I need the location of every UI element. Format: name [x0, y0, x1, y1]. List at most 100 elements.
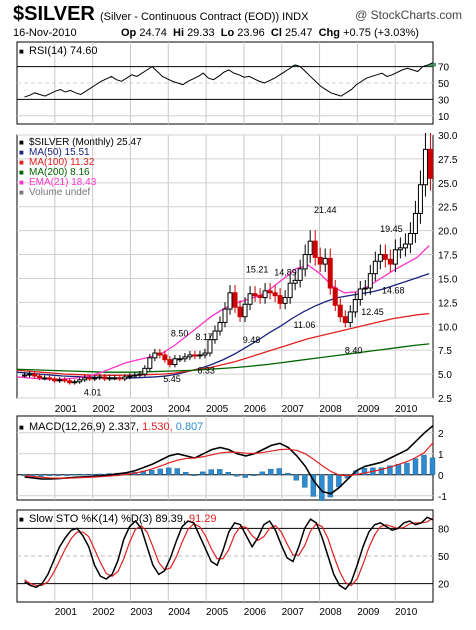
price-candle-body — [382, 254, 388, 260]
price-panel-frame — [16, 134, 434, 399]
high-label: Hi — [173, 27, 184, 39]
sto-legend-part: 89.39, — [155, 513, 189, 525]
price-candle-body — [322, 257, 328, 265]
price-legend-label: MA(200) 8.16 — [29, 167, 90, 178]
price-candle-body — [282, 297, 288, 304]
price-candle-body — [212, 330, 218, 341]
price-candle-body — [422, 148, 428, 186]
price-candle-body — [192, 354, 198, 357]
price-candle-body — [137, 373, 143, 376]
change-value: +0.75 (+3.03%) — [343, 27, 419, 39]
macd-histogram-bar — [200, 471, 206, 475]
price-ma100-line — [16, 313, 430, 376]
price-y-tick-label: 5.0 — [438, 370, 452, 381]
price-y-tick-label: 2.5 — [438, 394, 452, 405]
price-y-tick-label: 7.5 — [438, 346, 452, 357]
price-annotation-label: 9.48 — [243, 335, 261, 345]
macd-legend-part: 1.530, — [142, 421, 176, 433]
sto-legend-part: Slow STO %K(14) %D(3) — [29, 513, 155, 525]
price-annotation-label: 19.45 — [380, 224, 403, 234]
sto-x-tick-label: 2007 — [282, 607, 305, 618]
price-x-tick-label: 2002 — [93, 404, 116, 415]
price-x-tick-label: 2006 — [244, 404, 267, 415]
price-y-tick-label: 25.0 — [438, 179, 458, 190]
price-legend-label: MA(50) 15.51 — [29, 147, 90, 158]
price-x-tick-label: 2008 — [319, 404, 342, 415]
price-candle-body — [232, 292, 238, 308]
price-candle-body — [307, 240, 313, 256]
stockcharts-credit[interactable]: @ StockCharts.com — [355, 8, 462, 22]
price-candle-body — [302, 254, 308, 270]
price-candle-body — [132, 374, 138, 377]
price-candle-body — [197, 354, 203, 357]
macd-legend-swatch: ■ — [19, 423, 24, 432]
price-candle-body — [177, 358, 183, 361]
price-annotation-label: 8.40 — [345, 346, 363, 356]
sto-x-tick-label: 2010 — [395, 607, 418, 618]
price-candle-body — [357, 288, 363, 300]
price-candle-body — [27, 373, 33, 376]
price-x-tick-label: 2009 — [357, 404, 380, 415]
macd-y-tick-label: 0 — [438, 471, 444, 482]
macd-y-tick-label: -1 — [438, 492, 447, 503]
price-candle-body — [147, 357, 153, 369]
macd-histogram-bar — [217, 469, 223, 475]
rsi-y-tick-label: 10 — [438, 112, 450, 123]
change-label: Chg — [318, 27, 340, 39]
high-value: 29.33 — [187, 27, 215, 39]
sto-x-tick-label: 2002 — [93, 607, 116, 618]
price-annotation-label: 6.33 — [197, 365, 215, 375]
rsi-overbought-fill — [430, 62, 436, 67]
price-candle-body — [417, 184, 423, 214]
macd-histogram-bar — [242, 474, 249, 478]
price-legend-swatch: ■ — [19, 178, 24, 187]
price-candle-body — [82, 377, 88, 381]
price-candle-body — [172, 358, 178, 366]
macd-histogram-bar — [387, 465, 393, 475]
macd-histogram-bar — [63, 474, 70, 476]
close-value: 25.47 — [284, 27, 313, 39]
price-candle-body — [347, 311, 353, 323]
price-candle-body — [332, 287, 338, 306]
macd-signal-line — [24, 442, 434, 479]
price-candle-body — [267, 290, 273, 294]
price-candle-body — [327, 257, 333, 289]
price-x-tick-label: 2007 — [282, 404, 305, 415]
macd-y-tick-label: 2 — [438, 429, 444, 440]
symbol-title: $SILVER — [13, 3, 95, 25]
price-candle-body — [112, 377, 118, 380]
sto-x-tick-label: 2006 — [244, 607, 267, 618]
open-value: 24.74 — [139, 27, 167, 39]
sto-legend-label: Slow STO %K(14) %D(3) 89.39, 91.29 — [29, 513, 217, 525]
macd-histogram-bar — [97, 473, 104, 476]
macd-histogram-bar — [234, 474, 240, 477]
macd-histogram-bar — [166, 467, 172, 475]
price-candle-body — [97, 376, 103, 379]
price-candle-body — [352, 298, 358, 313]
price-legend-swatch: ■ — [19, 188, 24, 197]
macd-histogram-bar — [225, 472, 231, 475]
macd-legend-part: MACD(12,26,9) — [29, 421, 108, 433]
sto-x-tick-label: 2005 — [206, 607, 229, 618]
price-candle-body — [427, 148, 433, 179]
credit-text[interactable]: @ StockCharts.com — [355, 8, 462, 22]
sto-x-tick-label: 2009 — [357, 607, 380, 618]
sto-y-tick-label: 80 — [438, 524, 450, 535]
price-x-tick-label: 2004 — [168, 404, 191, 415]
price-x-tick-label: 2001 — [55, 404, 78, 415]
low-value: 23.96 — [237, 27, 265, 39]
macd-legend-part: 0.807 — [176, 421, 204, 433]
price-candle-body — [187, 354, 193, 358]
price-y-tick-label: 17.5 — [438, 251, 458, 262]
price-candle-body — [377, 254, 383, 262]
price-candle-body — [402, 243, 408, 249]
macd-histogram-bar — [285, 472, 291, 475]
symbol-description: (Silver - Continuous Contract (EOD)) IND… — [100, 11, 309, 23]
price-candle-body — [102, 376, 108, 380]
sto-y-tick-label: 50 — [438, 552, 450, 563]
price-candle-body — [62, 379, 68, 382]
rsi-legend-swatch: ■ — [19, 47, 24, 56]
price-legend-label: Volume undef — [29, 187, 90, 198]
price-candle-body — [157, 352, 163, 356]
sto-x-tick-label: 2001 — [55, 607, 78, 618]
